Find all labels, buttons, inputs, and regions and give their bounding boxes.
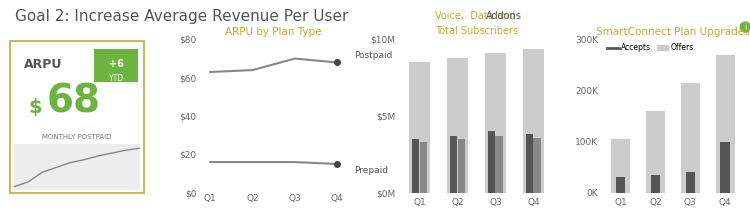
Text: Total Subscribers: Total Subscribers — [435, 26, 518, 36]
Text: $: $ — [28, 98, 42, 117]
FancyBboxPatch shape — [94, 49, 138, 82]
Bar — [412, 139, 419, 193]
Bar — [686, 172, 695, 193]
Bar — [447, 58, 468, 193]
Bar — [419, 142, 427, 193]
Legend: Accepts, Offers: Accepts, Offers — [607, 43, 694, 52]
Bar — [458, 139, 465, 193]
Bar — [646, 111, 665, 193]
Text: MONTHLY POSTPAID: MONTHLY POSTPAID — [43, 134, 112, 140]
Bar — [409, 62, 430, 193]
Bar — [496, 136, 502, 193]
Text: Voice,  Data and: Voice, Data and — [435, 11, 518, 21]
Bar — [616, 177, 626, 193]
FancyBboxPatch shape — [14, 144, 140, 190]
Text: i: i — [744, 23, 746, 32]
Text: Goal 2: Increase Average Revenue Per User: Goal 2: Increase Average Revenue Per Use… — [15, 9, 348, 24]
Bar — [716, 55, 735, 193]
Bar — [450, 136, 458, 193]
FancyBboxPatch shape — [10, 41, 144, 193]
Title: ARPU by Plan Type: ARPU by Plan Type — [225, 27, 322, 37]
Text: ARPU: ARPU — [24, 58, 62, 71]
Bar — [485, 53, 506, 193]
Title: SmartConnect Plan Upgrades: SmartConnect Plan Upgrades — [596, 27, 750, 37]
Bar — [488, 131, 495, 193]
Bar — [533, 138, 541, 193]
Text: Prepaid: Prepaid — [354, 166, 388, 175]
Text: YTD: YTD — [109, 74, 124, 83]
Text: 68: 68 — [46, 82, 100, 120]
Text: +6: +6 — [109, 59, 124, 69]
Bar — [681, 83, 700, 193]
Text: Postpaid: Postpaid — [354, 51, 392, 60]
Bar — [526, 134, 533, 193]
Text: Addons: Addons — [486, 11, 522, 21]
Bar — [651, 175, 660, 193]
Bar — [720, 142, 730, 193]
Bar — [523, 49, 544, 193]
Bar — [611, 139, 630, 193]
